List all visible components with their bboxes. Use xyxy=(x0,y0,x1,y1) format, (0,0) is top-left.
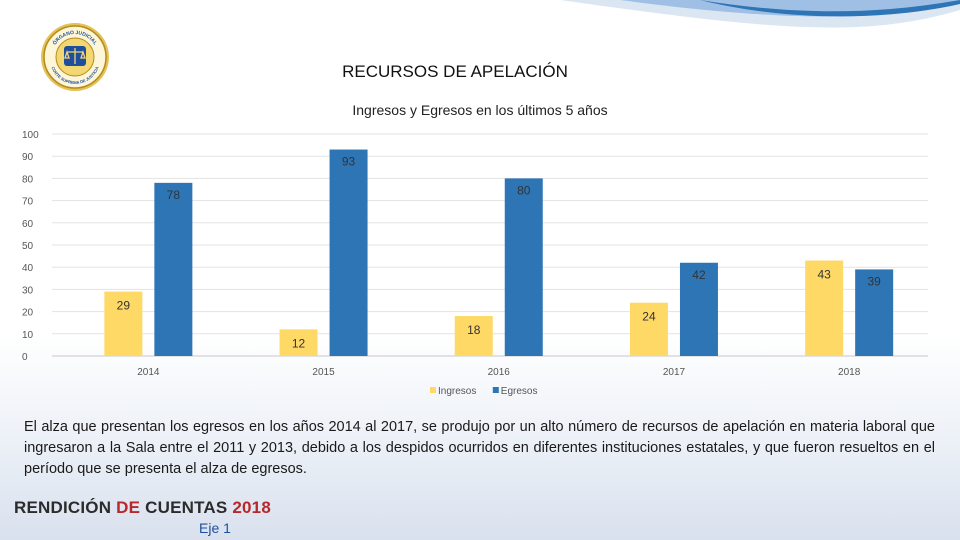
bars-layer xyxy=(104,149,894,356)
y-tick-label: 40 xyxy=(22,263,34,274)
y-tick-label: 10 xyxy=(22,330,34,341)
data-label: 43 xyxy=(817,268,831,282)
brand-year: 2018 xyxy=(232,498,271,517)
section-label: Eje 1 xyxy=(199,520,231,536)
y-tick-label: 90 xyxy=(22,152,34,163)
data-label: 80 xyxy=(517,183,531,197)
bar-egresos-2018 xyxy=(855,269,894,356)
legend-swatch xyxy=(430,387,436,393)
bar-egresos-2016 xyxy=(504,178,543,356)
bar-ingresos-2015 xyxy=(279,329,318,356)
y-tick-label: 70 xyxy=(22,197,34,208)
data-label: 18 xyxy=(467,323,481,337)
legend-label: Egresos xyxy=(501,386,538,397)
page-title: RECURSOS DE APELACIÓN xyxy=(342,62,568,81)
x-tick-label: 2016 xyxy=(488,367,511,378)
data-label: 29 xyxy=(117,299,131,313)
x-tick-label: 2015 xyxy=(312,367,335,378)
data-label: 93 xyxy=(342,155,356,169)
data-label: 39 xyxy=(867,274,881,288)
legend-label: Ingresos xyxy=(438,386,476,397)
header-swoosh xyxy=(560,0,960,28)
description-paragraph: El alza que presentan los egresos en los… xyxy=(24,419,935,477)
brand-word-1: RENDICIÓN xyxy=(14,498,112,517)
y-tick-label: 50 xyxy=(22,241,34,252)
bar-ingresos-2018 xyxy=(805,260,844,356)
y-tick-label: 0 xyxy=(22,352,28,363)
bar-ingresos-2016 xyxy=(454,316,493,356)
bar-ingresos-2014 xyxy=(104,291,143,356)
data-label: 24 xyxy=(642,310,656,324)
bar-egresos-2014 xyxy=(154,182,193,356)
data-label: 12 xyxy=(292,336,306,350)
x-tick-label: 2017 xyxy=(663,367,686,378)
bar-chart: 0 10 20 30 40 50 60 70 80 90 100 29 78 2014 12 93 2015 1… xyxy=(22,130,928,397)
bar-ingresos-2017 xyxy=(629,302,668,356)
footer-brand: RENDICIÓN DE CUENTAS 2018 xyxy=(14,498,271,518)
bar-egresos-2015 xyxy=(329,149,368,356)
y-tick-label: 60 xyxy=(22,219,34,230)
y-tick-label: 100 xyxy=(22,130,39,141)
brand-word-2: DE xyxy=(116,498,141,517)
y-tick-label: 30 xyxy=(22,285,34,296)
bar-egresos-2017 xyxy=(679,262,718,356)
data-label: 78 xyxy=(167,188,181,202)
x-tick-label: 2018 xyxy=(838,367,861,378)
x-tick-label: 2014 xyxy=(137,367,160,378)
y-tick-label: 80 xyxy=(22,174,34,185)
brand-word-3: CUENTAS xyxy=(145,498,228,517)
chart-title: Ingresos y Egresos en los últimos 5 años xyxy=(352,102,608,118)
data-label: 42 xyxy=(692,268,706,282)
court-seal-logo: ÓRGANO JUDICIAL CORTE SUPREMA DE JUSTICI… xyxy=(41,23,109,91)
y-tick-label: 20 xyxy=(22,308,34,319)
legend-swatch xyxy=(492,387,499,393)
labels-layer: 29 78 2014 12 93 2015 18 80 2016 24 42 2017 43 39 2018 xyxy=(117,155,881,378)
chart-legend: Ingresos Egresos xyxy=(430,386,537,397)
